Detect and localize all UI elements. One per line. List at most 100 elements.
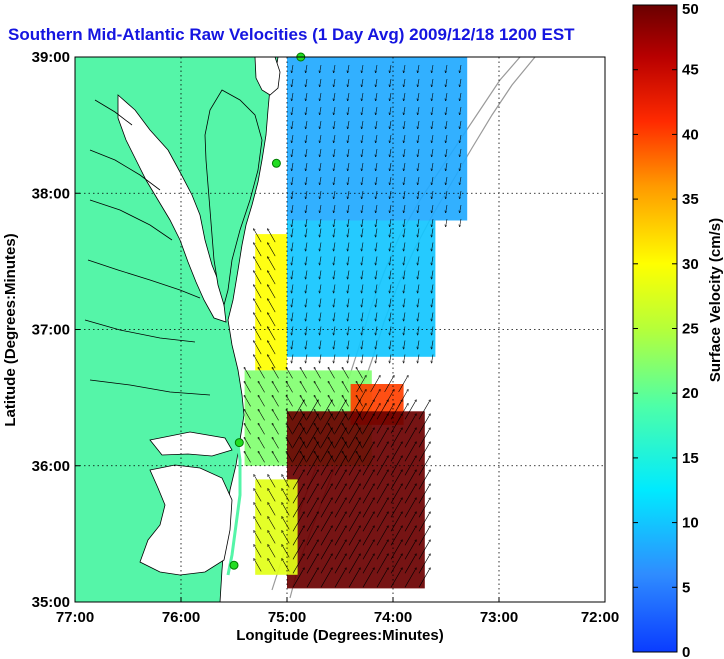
velocity-arrow: [334, 554, 346, 574]
velocity-arrow: [292, 256, 294, 265]
velocity-arrow: [282, 559, 290, 572]
velocity-region: [287, 220, 436, 357]
velocity-arrow: [390, 484, 402, 504]
y-tick-label: 38:00: [32, 185, 70, 202]
velocity-arrow: [328, 381, 335, 393]
velocity-arrow: [348, 106, 350, 115]
velocity-arrow: [446, 64, 448, 73]
velocity-arrow: [404, 326, 406, 335]
velocity-arrow: [268, 257, 276, 271]
velocity-arrow: [418, 526, 430, 546]
velocity-arrow: [292, 484, 304, 504]
velocity-arrow: [334, 218, 336, 227]
velocity-arrow: [376, 568, 388, 588]
colorbar-gradient: [632, 4, 678, 653]
velocity-arrow: [404, 498, 416, 518]
velocity-arrow: [306, 414, 318, 434]
velocity-arrow: [404, 176, 406, 185]
velocity-arrow: [362, 148, 364, 157]
velocity-arrow: [254, 285, 262, 299]
velocity-arrow: [306, 540, 318, 560]
velocity-arrow: [320, 218, 322, 227]
velocity-arrow: [292, 162, 294, 171]
velocity-arrow: [376, 218, 378, 227]
velocity-arrow: [376, 120, 378, 129]
velocity-arrow: [282, 503, 290, 516]
velocity-arrow: [362, 554, 374, 574]
velocity-arrow: [348, 64, 350, 73]
velocity-arrow: [320, 106, 322, 115]
velocity-arrow: [292, 242, 294, 251]
velocity-arrow: [418, 148, 420, 157]
velocity-arrow: [390, 162, 392, 171]
velocity-arrow: [446, 190, 448, 199]
velocity-arrow: [268, 313, 276, 327]
velocity-arrow: [362, 512, 374, 532]
velocity-arrow: [334, 204, 336, 213]
velocity-arrow: [418, 456, 430, 476]
velocity-arrow: [376, 64, 378, 73]
velocity-arrow: [460, 176, 462, 185]
velocity-arrow: [348, 204, 350, 213]
velocity-arrow: [306, 284, 308, 293]
velocity-arrow: [268, 475, 276, 488]
velocity-arrow: [390, 78, 392, 87]
velocity-arrows: [244, 64, 462, 588]
velocity-arrow: [446, 106, 448, 115]
velocity-arrow: [272, 451, 279, 463]
velocity-arrow: [320, 120, 322, 129]
velocity-arrow: [334, 340, 336, 349]
velocity-arrow: [348, 78, 350, 87]
velocity-arrow: [292, 64, 294, 73]
velocity-arrow: [418, 134, 420, 143]
velocity-arrow: [418, 284, 420, 293]
velocity-arrow: [362, 78, 364, 87]
velocity-arrow: [356, 367, 363, 379]
velocity-arrow: [286, 409, 293, 421]
velocity-arrow: [348, 498, 360, 518]
velocity-arrow: [404, 400, 416, 420]
velocity-arrow: [320, 92, 322, 101]
velocity-arrow: [362, 270, 364, 279]
velocity-arrow: [362, 470, 374, 490]
velocity-arrow: [348, 218, 350, 227]
velocity-arrow: [268, 327, 276, 341]
velocity-arrow: [376, 284, 378, 293]
velocity-arrow: [320, 242, 322, 251]
colorbar-label: Surface Velocity (cm/s): [707, 218, 724, 382]
velocity-arrow: [362, 162, 364, 171]
velocity-arrow: [432, 176, 434, 185]
velocity-arrow: [404, 568, 416, 588]
velocity-arrow: [268, 285, 276, 299]
velocity-arrow: [306, 270, 308, 279]
velocity-arrow: [320, 134, 322, 143]
velocity-arrow: [334, 78, 336, 87]
velocity-arrow: [306, 456, 318, 476]
velocity-arrow: [376, 414, 388, 434]
velocity-arrow: [306, 218, 308, 227]
velocity-arrow: [460, 120, 462, 129]
velocity-arrow: [418, 176, 420, 185]
velocity-arrow: [390, 298, 392, 307]
velocity-arrow: [292, 540, 304, 560]
velocity-arrow: [376, 442, 388, 462]
velocity-arrow: [328, 367, 335, 379]
velocity-arrow: [432, 204, 434, 213]
velocity-arrow: [362, 568, 374, 588]
velocity-arrow: [320, 148, 322, 157]
velocity-arrow: [320, 554, 332, 574]
colorbar-tick-label: 30: [682, 256, 699, 273]
velocity-arrow: [362, 312, 364, 321]
velocity-arrow: [320, 204, 322, 213]
velocity-arrow: [390, 340, 392, 349]
velocity-arrow: [334, 414, 346, 434]
velocity-arrow: [320, 470, 332, 490]
velocity-arrow: [244, 381, 251, 393]
velocity-arrow: [320, 312, 322, 321]
velocity-arrow: [348, 400, 360, 420]
velocity-arrow: [404, 270, 406, 279]
velocity-arrow: [334, 242, 336, 251]
velocity-arrow: [268, 299, 276, 313]
velocity-arrow: [418, 162, 420, 171]
colorbar-tick-label: 15: [682, 450, 699, 467]
